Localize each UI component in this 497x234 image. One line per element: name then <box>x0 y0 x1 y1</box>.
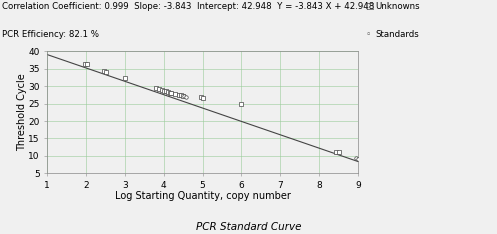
Y-axis label: Threshold Cycle: Threshold Cycle <box>17 73 27 151</box>
X-axis label: Log Starting Quantity, copy number: Log Starting Quantity, copy number <box>115 191 290 201</box>
Text: □: □ <box>365 2 374 11</box>
Text: Unknowns: Unknowns <box>375 2 420 11</box>
Text: PCR Efficiency: 82.1 %: PCR Efficiency: 82.1 % <box>2 30 99 39</box>
Text: Correlation Coefficient: 0.999  Slope: -3.843  Intercept: 42.948  Y = -3.843 X +: Correlation Coefficient: 0.999 Slope: -3… <box>2 2 375 11</box>
Text: PCR Standard Curve: PCR Standard Curve <box>196 222 301 232</box>
Text: ◦: ◦ <box>365 30 371 39</box>
Text: Standards: Standards <box>375 30 419 39</box>
